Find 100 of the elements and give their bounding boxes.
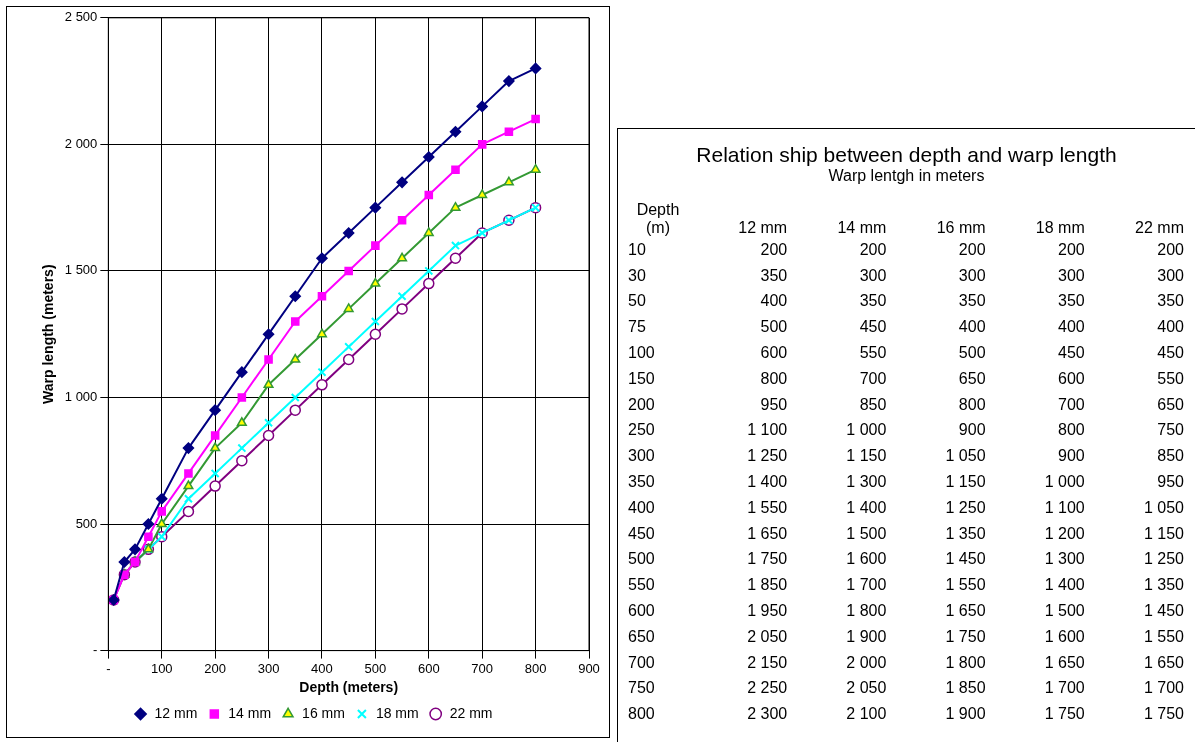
data-label: 1 500 xyxy=(1043,601,1086,622)
data-label: 2 300 xyxy=(746,704,789,725)
data-label: 1 700 xyxy=(1043,678,1086,699)
data-label: 350 xyxy=(759,265,789,286)
data-label: 800 xyxy=(1057,420,1086,441)
data-label: 1 600 xyxy=(845,549,888,570)
data-label: 900 xyxy=(1057,446,1086,467)
data-label: 350 xyxy=(1156,291,1185,312)
x-tick-label: 100 xyxy=(150,660,173,676)
x-tick-label: 300 xyxy=(257,660,280,676)
y-tick-label: 500 xyxy=(75,515,98,531)
data-label: 1 500 xyxy=(845,523,888,544)
data-label: 650 xyxy=(1156,394,1185,415)
legend-label: 18 mm xyxy=(375,704,419,721)
data-label: 2 050 xyxy=(845,678,888,699)
data-label: 1 250 xyxy=(746,446,789,467)
data-label: 1 250 xyxy=(944,497,987,518)
data-label: 800 xyxy=(759,368,789,389)
x-tick-label: 700 xyxy=(471,660,494,676)
data-label: 1 300 xyxy=(845,472,888,493)
y-tick-label: 30 xyxy=(627,265,647,286)
legend-label: 12 mm xyxy=(154,704,198,721)
y-tick-label: 150 xyxy=(627,368,656,389)
data-label: 2 100 xyxy=(845,704,888,725)
y-tick-label: 250 xyxy=(627,420,656,441)
legend-label: 22 mm xyxy=(449,704,493,721)
y-tick-label: 200 xyxy=(627,394,656,415)
x-tick-label: 600 xyxy=(417,660,440,676)
data-label: 1 850 xyxy=(944,678,987,699)
data-label: 400 xyxy=(759,291,789,312)
data-label: 1 950 xyxy=(746,601,789,622)
data-label: 950 xyxy=(1156,472,1185,493)
y-tick-label: 300 xyxy=(627,446,656,467)
data-label: 1 150 xyxy=(845,446,888,467)
y-tick-label: 50 xyxy=(627,291,647,312)
data-label: 1 650 xyxy=(944,601,987,622)
data-label: 1 450 xyxy=(944,549,987,570)
x-tick-label: 16 mm xyxy=(935,218,987,237)
data-label: 1 600 xyxy=(1043,626,1086,647)
y-tick-label: 500 xyxy=(627,549,656,570)
y-tick-label: 350 xyxy=(627,472,656,493)
x-tick-label: 12 mm xyxy=(737,218,789,237)
data-label: 1 900 xyxy=(845,626,888,647)
x-tick-label: 900 xyxy=(578,660,600,676)
y-tick-label: 75 xyxy=(627,317,647,338)
data-label: 800 xyxy=(957,394,987,415)
data-label: 1 150 xyxy=(944,472,987,493)
data-label: 550 xyxy=(858,343,888,364)
data-label: 750 xyxy=(1156,420,1185,441)
data-label: 700 xyxy=(858,368,888,389)
data-label: 1 250 xyxy=(1142,549,1185,570)
data-label: 2 000 xyxy=(845,652,888,673)
chart-subtitle: Warp lentgh in meters xyxy=(827,167,986,185)
x-axis-title: Depth (meters) xyxy=(299,679,399,696)
data-label: 1 900 xyxy=(944,704,987,725)
x-tick-label: 200 xyxy=(204,660,226,676)
y-tick-label: 750 xyxy=(627,678,656,699)
data-label: 1 550 xyxy=(944,575,987,596)
data-label: 450 xyxy=(1057,343,1086,364)
data-label: 500 xyxy=(759,317,789,338)
data-label: 1 800 xyxy=(944,652,987,673)
legend-label: 16 mm xyxy=(302,704,345,721)
data-label: 1 000 xyxy=(845,420,888,441)
data-label: 1 650 xyxy=(746,523,789,544)
data-label: 200 xyxy=(1156,239,1185,260)
data-label: 1 200 xyxy=(1043,523,1086,544)
x-tick-label: 800 xyxy=(524,660,547,676)
data-label: 2 050 xyxy=(746,626,789,647)
data-label: 850 xyxy=(858,394,888,415)
legend-label: 14 mm xyxy=(228,704,272,721)
y-tick-label: 400 xyxy=(627,497,656,518)
x-tick-label: - xyxy=(106,660,111,676)
data-label: 400 xyxy=(957,317,987,338)
data-label: 300 xyxy=(957,265,987,286)
x-tick-label: 22 mm xyxy=(1134,218,1185,237)
data-label: 1 700 xyxy=(1142,678,1185,699)
data-label: 600 xyxy=(759,343,789,364)
data-label: 1 800 xyxy=(845,601,888,622)
data-label: 2 250 xyxy=(746,678,789,699)
x-tick-label: 400 xyxy=(311,660,333,676)
y-tick-label: 800 xyxy=(627,704,656,725)
y-tick-label: 2 500 xyxy=(64,9,98,25)
y-tick-label: - xyxy=(92,642,98,658)
data-label: 1 650 xyxy=(1043,652,1086,673)
y-tick-label: 100 xyxy=(627,343,656,364)
data-label: 1 750 xyxy=(1043,704,1086,725)
data-label: 1 700 xyxy=(845,575,888,596)
x-tick-label: 500 xyxy=(364,660,387,676)
data-label: 1 050 xyxy=(1142,497,1185,518)
data-label: 1 400 xyxy=(746,472,789,493)
data-label: 700 xyxy=(1057,394,1086,415)
data-label: 1 850 xyxy=(746,575,789,596)
y-tick-label: 10 xyxy=(627,239,647,260)
data-label: 950 xyxy=(759,394,789,415)
data-label: 1 750 xyxy=(746,549,789,570)
data-label: 400 xyxy=(1057,317,1086,338)
data-label: 300 xyxy=(1057,265,1086,286)
y-tick-label: 450 xyxy=(627,523,656,544)
data-label: 1 450 xyxy=(1142,601,1185,622)
y-axis-title: Depth (m) xyxy=(635,200,681,237)
